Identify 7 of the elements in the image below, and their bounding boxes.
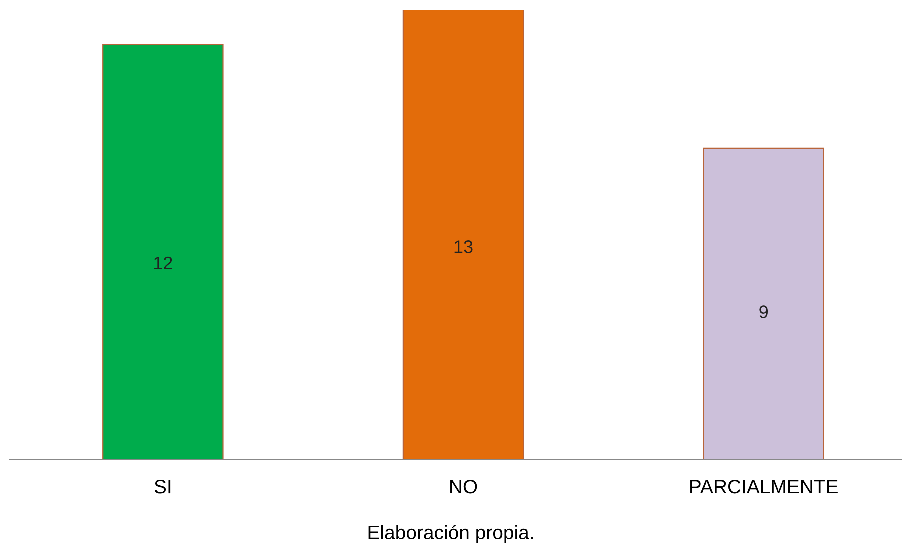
- x-tick-label: SI: [154, 480, 171, 494]
- data-label: 12: [154, 256, 172, 270]
- x-tick-label: PARCIALMENTE: [690, 480, 838, 494]
- text: Elaboración propia.: [368, 525, 534, 544]
- data-label: 9: [760, 306, 768, 318]
- x-tick-label: NO: [450, 480, 478, 494]
- data-label: 13: [454, 240, 473, 254]
